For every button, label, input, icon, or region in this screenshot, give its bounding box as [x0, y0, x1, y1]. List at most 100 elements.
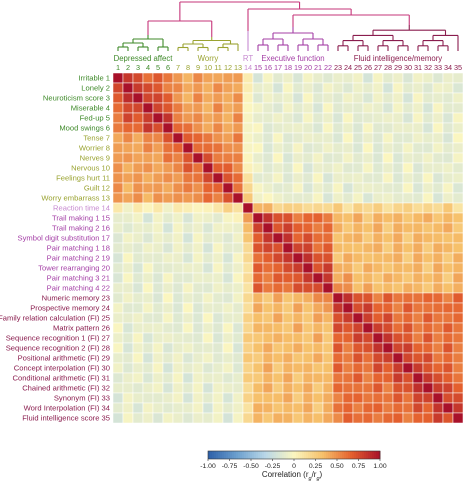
heatmap-cell	[432, 182, 444, 194]
heatmap-cell	[122, 342, 134, 354]
colorbar-segment	[250, 451, 253, 459]
heatmap-cell	[292, 272, 304, 284]
heatmap-cell	[232, 152, 244, 164]
heatmap-cell	[202, 392, 214, 404]
colorbar-segment	[378, 451, 381, 459]
heatmap-cell	[142, 382, 154, 394]
heatmap-cell	[302, 342, 314, 354]
row-label: Reaction time 14	[53, 204, 110, 213]
heatmap-cell	[372, 312, 384, 324]
heatmap-cell	[172, 172, 184, 184]
heatmap-cell	[162, 182, 174, 194]
heatmap-cell	[122, 182, 134, 194]
heatmap-cell	[332, 312, 344, 324]
heatmap-cell	[362, 102, 374, 114]
heatmap-cell	[192, 302, 204, 314]
heatmap-cell	[122, 202, 134, 214]
heatmap-cell	[352, 122, 364, 134]
heatmap-cell	[442, 212, 454, 224]
heatmap-cell	[372, 102, 384, 114]
heatmap-cell	[342, 222, 354, 234]
heatmap-cell	[412, 72, 424, 84]
column-number: 1	[116, 63, 120, 72]
heatmap-cell	[212, 352, 224, 364]
heatmap-cell	[422, 342, 434, 354]
heatmap-cell	[412, 272, 424, 284]
heatmap-cell	[312, 302, 324, 314]
heatmap-cell	[162, 302, 174, 314]
heatmap-cell	[452, 232, 464, 244]
heatmap-cell	[412, 242, 424, 254]
heatmap-cell	[352, 132, 364, 144]
heatmap-cell	[282, 102, 294, 114]
heatmap-cell	[412, 192, 424, 204]
heatmap-cell	[372, 372, 384, 384]
heatmap-cell	[242, 412, 254, 424]
colorbar-segment	[266, 451, 269, 459]
heatmap-cell	[382, 172, 394, 184]
column-number: 23	[334, 63, 342, 72]
heatmap-cell	[132, 82, 144, 94]
heatmap-cell	[332, 272, 344, 284]
heatmap-cell	[162, 82, 174, 94]
heatmap-cell	[172, 402, 184, 414]
heatmap-cell	[192, 342, 204, 354]
heatmap-cell	[212, 122, 224, 134]
heatmap-cell	[342, 302, 354, 314]
heatmap-cell	[412, 132, 424, 144]
heatmap-cell	[122, 152, 134, 164]
heatmap-cell	[402, 292, 414, 304]
heatmap-cell	[422, 322, 434, 334]
heatmap-cell	[452, 172, 464, 184]
heatmap-cell	[412, 92, 424, 104]
heatmap-cell	[422, 292, 434, 304]
heatmap-cell	[262, 302, 274, 314]
heatmap-cell	[302, 412, 314, 424]
heatmap-cell	[282, 412, 294, 424]
heatmap-cell	[112, 252, 124, 264]
heatmap-cell	[152, 82, 164, 94]
heatmap-cell	[152, 322, 164, 334]
heatmap-cell	[442, 282, 454, 294]
heatmap-cell	[232, 132, 244, 144]
heatmap-cell	[352, 262, 364, 274]
heatmap-cell	[242, 322, 254, 334]
heatmap-cell	[392, 312, 404, 324]
heatmap-cell	[282, 132, 294, 144]
heatmap-cell	[192, 322, 204, 334]
heatmap-cell	[262, 402, 274, 414]
heatmap-cell	[162, 282, 174, 294]
heatmap-cell	[222, 72, 234, 84]
row-label: Symbol digit substitution 17	[18, 234, 110, 243]
heatmap-cell	[252, 332, 264, 344]
heatmap-cell	[442, 292, 454, 304]
heatmap-cell	[262, 292, 274, 304]
colorbar: -1.00 -0.75 -0.50 -0.25 0 0.25 0.50 0.75 1.00	[200, 450, 387, 470]
heatmap-cell	[162, 322, 174, 334]
heatmap-cell	[202, 182, 214, 194]
heatmap-cell	[182, 122, 194, 134]
heatmap-cell	[182, 302, 194, 314]
heatmap-cell	[322, 392, 334, 404]
heatmap-cell	[352, 372, 364, 384]
heatmap-cell	[202, 332, 214, 344]
column-number: 26	[364, 63, 372, 72]
colorbar-segment	[264, 451, 267, 459]
heatmap-cell	[422, 102, 434, 114]
heatmap-cell	[322, 262, 334, 274]
heatmap-cell	[182, 342, 194, 354]
heatmap-cell	[232, 312, 244, 324]
heatmap-cell	[432, 322, 444, 334]
heatmap-cell	[112, 302, 124, 314]
heatmap-cell	[142, 82, 154, 94]
column-number: 18	[284, 63, 292, 72]
heatmap-cell	[282, 172, 294, 184]
heatmap-cell	[252, 102, 264, 114]
heatmap-cell	[182, 72, 194, 84]
heatmap-cell	[282, 252, 294, 264]
heatmap-cell	[442, 122, 454, 134]
heatmap-cell	[112, 132, 124, 144]
heatmap-cell	[142, 72, 154, 84]
heatmap-cell	[332, 132, 344, 144]
heatmap-cell	[422, 382, 434, 394]
